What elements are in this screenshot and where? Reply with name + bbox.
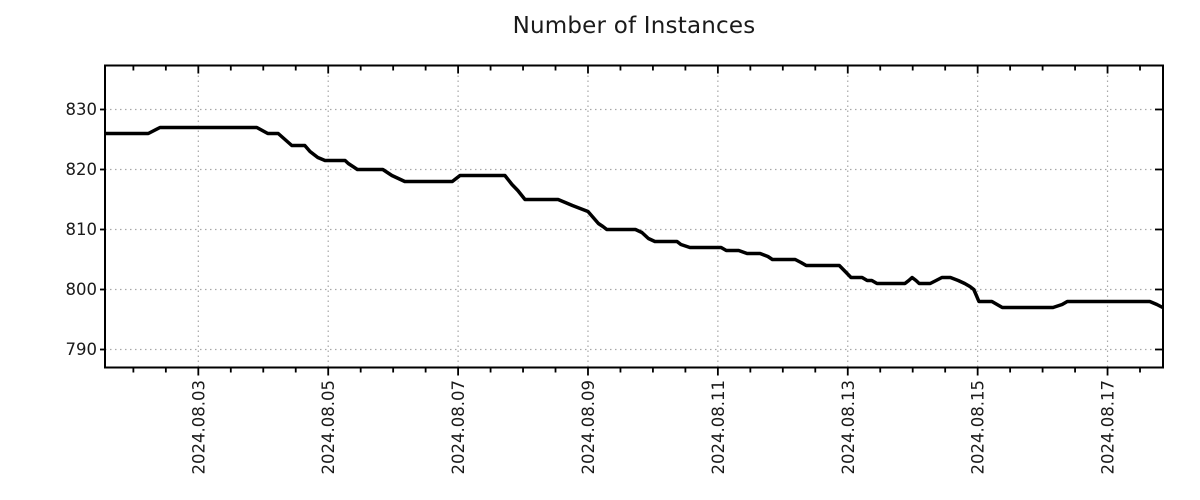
x-tick-label: 2024.08.03 <box>189 380 208 474</box>
y-tick-label: 810 <box>66 220 98 239</box>
x-tick-label: 2024.08.09 <box>579 380 598 474</box>
x-tick-label: 2024.08.15 <box>969 380 988 474</box>
x-tick-label: 2024.08.05 <box>319 380 338 474</box>
y-tick-label: 820 <box>66 160 98 179</box>
chart-title: Number of Instances <box>512 13 756 39</box>
y-tick-label: 790 <box>66 340 98 359</box>
y-tick-label: 800 <box>66 280 98 299</box>
x-tick-label: 2024.08.17 <box>1099 380 1118 474</box>
plot-border <box>104 64 1164 369</box>
x-tick-label: 2024.08.13 <box>839 380 858 474</box>
series-line-instances <box>104 125 1164 310</box>
x-tick-label: 2024.08.07 <box>449 380 468 474</box>
x-tick-label: 2024.08.11 <box>709 380 728 474</box>
y-tick-label: 830 <box>66 100 98 119</box>
